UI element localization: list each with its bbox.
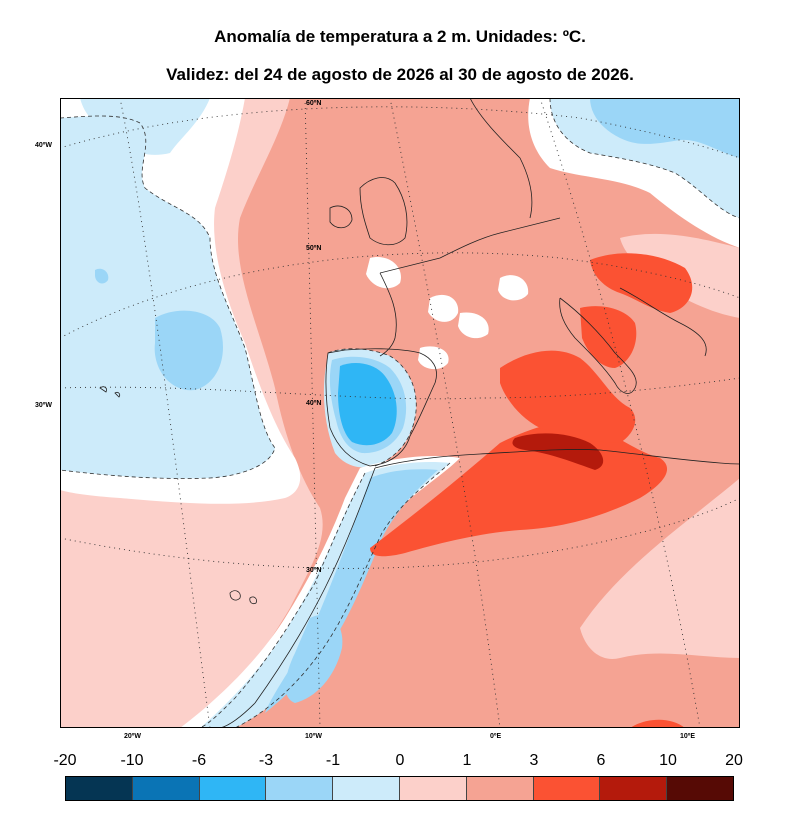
coastlines bbox=[99, 98, 740, 728]
temperature-anomaly-map bbox=[60, 98, 740, 728]
lat-label-30n: 30ºN bbox=[306, 567, 322, 574]
colorbar-segment bbox=[132, 777, 200, 800]
map-subtitle: Validez: del 24 de agosto de 2026 al 30 … bbox=[166, 65, 634, 84]
anomaly-zero-patch-europe-5 bbox=[458, 312, 489, 339]
anomaly-field-strong-blue-iberia bbox=[338, 363, 397, 446]
anomaly-field-pink-southwest bbox=[160, 560, 270, 597]
lon-label-20w: 20ºW bbox=[124, 733, 141, 740]
lon-label-30w: 30ºW bbox=[35, 402, 52, 409]
anomaly-field-red-southeast-corner bbox=[630, 719, 685, 728]
anomaly-zero-patch-europe-1 bbox=[428, 294, 459, 322]
map-title: Anomalía de temperatura a 2 m. Unidades:… bbox=[214, 27, 586, 46]
graticule bbox=[60, 98, 740, 728]
anomaly-field-blue-northeast bbox=[590, 98, 740, 158]
colorbar-tick: 1 bbox=[462, 752, 472, 769]
colorbar-tick: -3 bbox=[258, 752, 274, 769]
colorbar-tick: 3 bbox=[529, 752, 539, 769]
anomaly-field-light-blue-atlantic bbox=[60, 115, 275, 479]
anomaly-field-dark-red-sahara bbox=[512, 433, 604, 470]
anomaly-field-red-med bbox=[500, 350, 636, 443]
anomaly-field-red-balkans bbox=[590, 253, 693, 313]
lon-label-0e: 0ºE bbox=[490, 733, 502, 740]
lon-label-10e: 10ºE bbox=[680, 733, 696, 740]
colorbar-segment bbox=[66, 777, 133, 800]
colorbar bbox=[65, 776, 734, 801]
anomaly-field-blue-patch-ocean bbox=[154, 310, 223, 391]
anomaly-field-blue-dot bbox=[95, 268, 109, 284]
anomaly-dashed-contours bbox=[60, 98, 740, 728]
colorbar-tick: -6 bbox=[191, 752, 207, 769]
colorbar-segment bbox=[533, 777, 601, 800]
colorbar-segment bbox=[266, 777, 334, 800]
lat-label-60n: 60ºN bbox=[306, 100, 322, 107]
lat-label-50n: 50ºN bbox=[306, 245, 322, 252]
anomaly-field-light-blue-atlantic-north bbox=[80, 98, 210, 155]
lon-label-40w: 40ºW bbox=[35, 142, 52, 149]
colorbar-tick: 0 bbox=[395, 752, 405, 769]
colorbar-segment bbox=[667, 777, 733, 800]
map-frame bbox=[60, 98, 740, 728]
anomaly-zero-patch-europe-4 bbox=[366, 257, 401, 289]
anomaly-field-blue-sahara-patch bbox=[285, 614, 343, 703]
colorbar-tick: 20 bbox=[725, 752, 743, 769]
anomaly-field-pink-southeast bbox=[580, 478, 740, 659]
colorbar-segment bbox=[600, 777, 668, 800]
colorbar-segment bbox=[333, 777, 400, 800]
colorbar-tick: -10 bbox=[120, 752, 144, 769]
colorbar-tick: 10 bbox=[659, 752, 677, 769]
colorbar-tick: 6 bbox=[596, 752, 606, 769]
colorbar-tick: -1 bbox=[325, 752, 341, 769]
colorbar-tick: -20 bbox=[53, 752, 77, 769]
anomaly-field-red-italy bbox=[580, 306, 637, 368]
colorbar-segment bbox=[399, 777, 467, 800]
anomaly-zero-patch-europe-2 bbox=[418, 346, 449, 370]
lon-label-10w: 10ºW bbox=[305, 733, 322, 740]
anomaly-zero-patch-europe-3 bbox=[498, 275, 529, 301]
anomaly-field-light-blue-africa-coast bbox=[200, 462, 450, 728]
lat-label-40n: 40ºN bbox=[306, 400, 322, 407]
colorbar-segment bbox=[199, 777, 267, 800]
colorbar-segment bbox=[466, 777, 534, 800]
